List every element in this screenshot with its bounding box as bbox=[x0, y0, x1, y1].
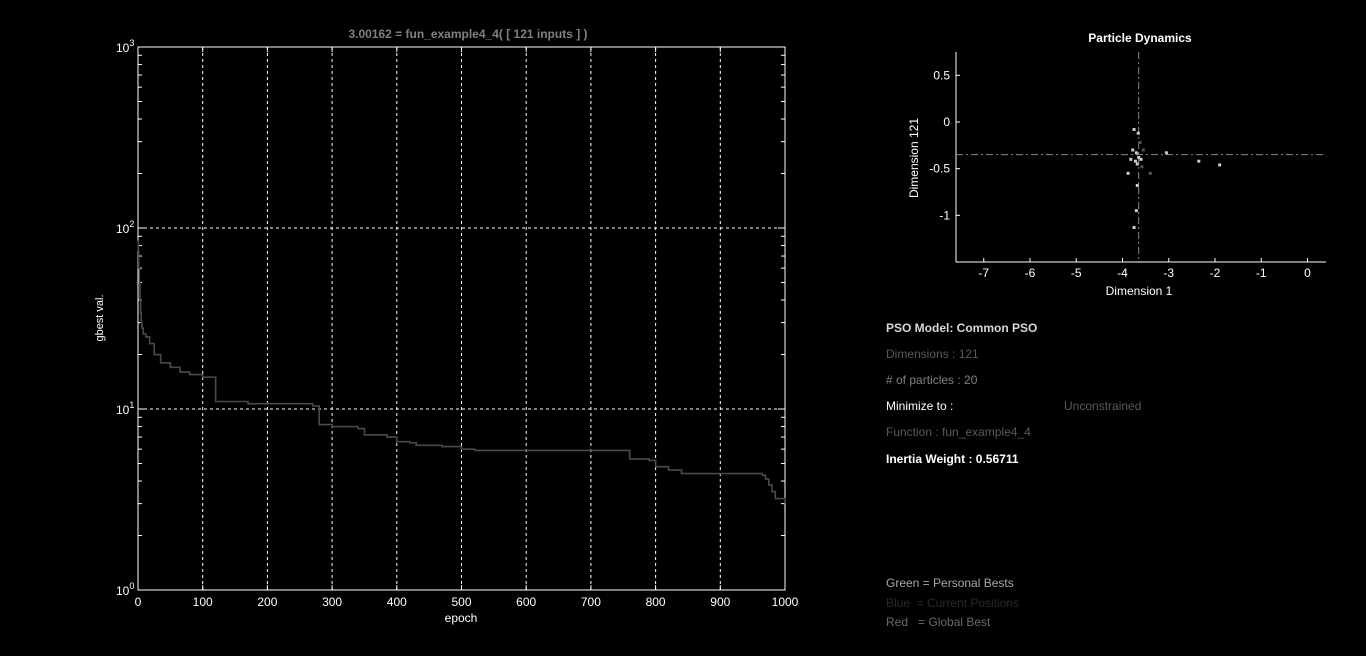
main-x-tick-label: 500 bbox=[451, 595, 471, 609]
main-plot-ylabel: gbest val. bbox=[94, 294, 106, 341]
legend-global-best: Red = Global Best bbox=[886, 615, 991, 629]
pd-plot-ylabel: Dimension 121 bbox=[907, 118, 921, 198]
pd-x-tick-label: -3 bbox=[1163, 266, 1174, 280]
pso-model-label: PSO Model: Common PSO bbox=[886, 321, 1038, 335]
main-x-tick-label: 600 bbox=[516, 595, 536, 609]
pd-y-tick-label: -1 bbox=[939, 208, 950, 222]
main-plot-title: 3.00162 = fun_example4_4( [ 121 inputs ]… bbox=[348, 27, 587, 41]
particle-points bbox=[1126, 127, 1222, 229]
main-plot-xlabel: epoch bbox=[445, 611, 478, 625]
main-y-tick-label: 100 bbox=[116, 581, 134, 598]
pd-ticks: -7 -6 -5 -4 -3 -2 -1 0 0.5 0 -0.5 -1 bbox=[929, 68, 1311, 280]
particle-dynamics-plot: -7 -6 -5 -4 -3 -2 -1 0 0.5 0 -0.5 -1 Particle Dynam… bbox=[907, 31, 1326, 298]
minimize-to-value: Unconstrained bbox=[1064, 399, 1142, 413]
inertia-weight-label: Inertia Weight : 0.56711 bbox=[886, 452, 1019, 466]
particle-point bbox=[1139, 157, 1143, 161]
gbest-convergence-line bbox=[137, 239, 786, 504]
particles-count-label: # of particles : 20 bbox=[886, 373, 978, 387]
main-plot-ticks: 0 100 200 300 400 500 600 700 800 900 100010010110… bbox=[116, 38, 799, 609]
main-y-tick-label: 103 bbox=[116, 38, 134, 55]
main-plot-grid bbox=[138, 47, 785, 590]
particle-point bbox=[1164, 151, 1168, 155]
main-x-tick-label: 300 bbox=[322, 595, 342, 609]
convergence-plot: 0 100 200 300 400 500 600 700 800 900 100010010110… bbox=[94, 27, 799, 625]
minimize-to-label: Minimize to : bbox=[886, 399, 954, 413]
particle-point bbox=[1132, 127, 1136, 131]
pd-y-tick-label: 0 bbox=[943, 115, 950, 129]
particle-point bbox=[1135, 162, 1139, 166]
function-label: Function : fun_example4_4 bbox=[886, 425, 1031, 439]
legend-personal-bests: Green = Personal Bests bbox=[886, 576, 1014, 590]
pd-x-tick-label: -2 bbox=[1210, 266, 1221, 280]
main-y-tick-label: 102 bbox=[116, 219, 134, 236]
main-x-tick-label: 900 bbox=[710, 595, 730, 609]
particle-point bbox=[1131, 148, 1135, 152]
particle-point bbox=[1197, 159, 1201, 163]
main-x-tick-label: 100 bbox=[193, 595, 213, 609]
pd-x-tick-label: -5 bbox=[1071, 266, 1082, 280]
main-x-tick-label: 700 bbox=[581, 595, 601, 609]
pd-x-tick-label: -1 bbox=[1256, 266, 1267, 280]
main-x-tick-label: 1000 bbox=[772, 595, 799, 609]
pd-x-tick-label: -4 bbox=[1117, 266, 1128, 280]
particle-point bbox=[1129, 157, 1133, 161]
main-x-tick-label: 400 bbox=[387, 595, 407, 609]
particle-point bbox=[1137, 155, 1141, 159]
pd-x-tick-label: -7 bbox=[978, 266, 989, 280]
main-x-tick-label: 800 bbox=[646, 595, 666, 609]
pd-x-tick-label: 0 bbox=[1304, 266, 1311, 280]
main-y-tick-label: 101 bbox=[116, 400, 134, 417]
particle-point bbox=[1148, 171, 1152, 175]
particle-point bbox=[1132, 225, 1136, 229]
particle-point bbox=[1134, 151, 1138, 155]
particle-point bbox=[1136, 131, 1140, 135]
particle-point bbox=[1140, 165, 1144, 169]
main-x-tick-label: 0 bbox=[135, 595, 142, 609]
particle-point bbox=[1138, 141, 1142, 145]
dimensions-label: Dimensions : 121 bbox=[886, 347, 979, 361]
pd-plot-xlabel: Dimension 1 bbox=[1106, 284, 1173, 298]
pd-plot-title: Particle Dynamics bbox=[1088, 31, 1192, 45]
particle-point bbox=[1126, 171, 1130, 175]
particle-point bbox=[1133, 159, 1137, 163]
pd-x-tick-label: -6 bbox=[1025, 266, 1036, 280]
particle-point bbox=[1134, 209, 1138, 213]
legend-current-positions: Blue = Current Positions bbox=[886, 596, 1020, 610]
main-x-tick-label: 200 bbox=[257, 595, 277, 609]
pd-y-tick-label: -0.5 bbox=[929, 162, 950, 176]
particle-point bbox=[1135, 183, 1139, 187]
pd-y-tick-label: 0.5 bbox=[933, 68, 950, 82]
particle-point bbox=[1218, 163, 1222, 167]
particle-point bbox=[1141, 148, 1145, 152]
